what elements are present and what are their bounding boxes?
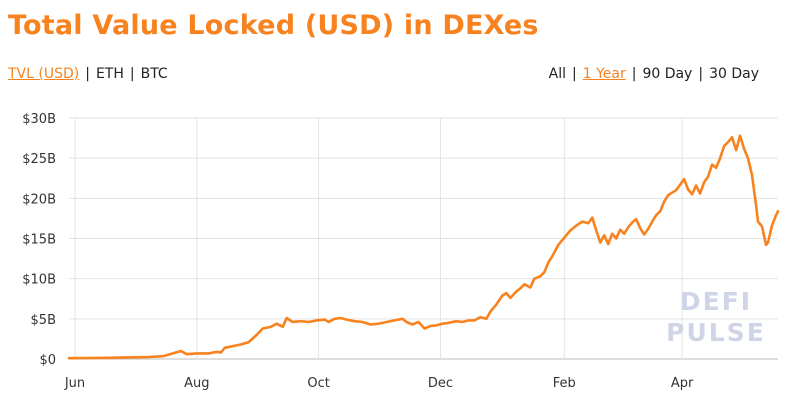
currency-selector: TVL (USD) | ETH | BTC (8, 66, 168, 82)
range-1-year-toggle[interactable]: 1 Year (582, 66, 626, 82)
y-tick-label: $20B (22, 192, 56, 207)
range-90-day-toggle[interactable]: 90 Day (642, 66, 693, 82)
watermark-line-2: PULSE (666, 318, 766, 347)
x-tick-label: Aug (184, 376, 209, 391)
range-selector: All | 1 Year | 90 Day | 30 Day (549, 66, 759, 82)
separator: | (572, 66, 577, 82)
separator: | (85, 66, 90, 82)
x-tick-label: Feb (553, 376, 576, 391)
y-axis-ticks: $0 $5B $10B $15B $20B $25B $30B (22, 112, 56, 368)
defi-pulse-watermark: DEFI PULSE (666, 287, 766, 347)
y-tick-label: $25B (22, 152, 56, 167)
y-tick-label: $30B (22, 112, 56, 127)
x-tick-label: Oct (307, 376, 329, 391)
watermark-line-1: DEFI (680, 287, 752, 316)
y-tick-label: $15B (22, 233, 56, 248)
tvl-usd-toggle[interactable]: TVL (USD) (8, 66, 80, 82)
btc-toggle[interactable]: BTC (140, 66, 168, 82)
x-axis-ticks: Jun Aug Oct Dec Feb Apr (64, 376, 694, 391)
y-tick-label: $5B (31, 313, 56, 328)
grid (69, 117, 778, 360)
separator: | (698, 66, 704, 82)
x-tick-label: Jun (64, 376, 85, 391)
separator: | (129, 66, 135, 82)
series-layer (67, 134, 780, 360)
range-30-day-toggle[interactable]: 30 Day (709, 66, 759, 82)
chart-title: Total Value Locked (USD) in DEXes (8, 10, 539, 41)
eth-toggle[interactable]: ETH (95, 66, 124, 82)
range-all-toggle[interactable]: All (548, 66, 566, 82)
separator: | (631, 66, 637, 82)
y-tick-label: $10B (22, 273, 56, 288)
x-tick-label: Dec (428, 376, 453, 391)
series-line-0 (67, 134, 780, 360)
x-tick-label: Apr (671, 376, 694, 391)
y-tick-label: $0 (39, 353, 56, 368)
